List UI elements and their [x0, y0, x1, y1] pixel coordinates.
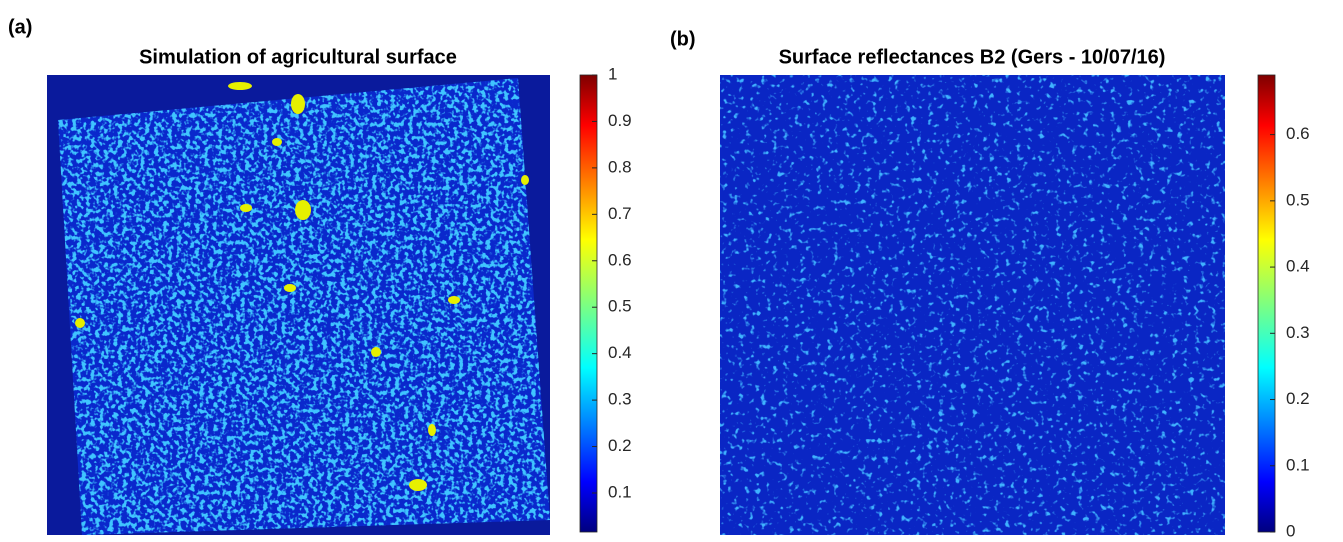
- image-a: [47, 75, 550, 535]
- colorbar-tick-label: 0.7: [608, 204, 632, 223]
- colorbar-tick-label: 0: [1286, 521, 1295, 540]
- colorbar-tick-label: 0.3: [1286, 323, 1310, 342]
- colorbar-tick-label: 0.1: [608, 482, 632, 501]
- colorbar-tick-label: 0.4: [1286, 257, 1310, 276]
- colorbar-tick-label: 0.2: [1286, 389, 1310, 408]
- chart-title: Surface reflectances B2 (Gers - 10/07/16…: [779, 46, 1166, 68]
- colorbar: [1257, 74, 1276, 533]
- colorbar-tick-label: 0.9: [608, 111, 632, 130]
- colorbar-tick-label: 0.6: [1286, 124, 1310, 143]
- chart-title: Simulation of agricultural surface: [139, 46, 457, 68]
- colorbar-tick-label: 0.6: [608, 250, 632, 269]
- colorbar-tick-label: 0.5: [608, 297, 632, 316]
- colorbar-tick-label: 0.5: [1286, 190, 1310, 209]
- colorbar-tick-label: 0.4: [608, 343, 632, 362]
- colorbar: [579, 74, 598, 533]
- colorbar-tick-label: 1: [608, 64, 617, 83]
- panel-label: (b): [670, 28, 696, 50]
- colorbar-tick-label: 0.3: [608, 390, 632, 409]
- panel-label: (a): [8, 16, 32, 38]
- image-b: [720, 75, 1225, 535]
- colorbar-tick-label: 0.1: [1286, 455, 1310, 474]
- colorbar-tick-label: 0.8: [608, 157, 632, 176]
- colorbar-tick-label: 0.2: [608, 436, 632, 455]
